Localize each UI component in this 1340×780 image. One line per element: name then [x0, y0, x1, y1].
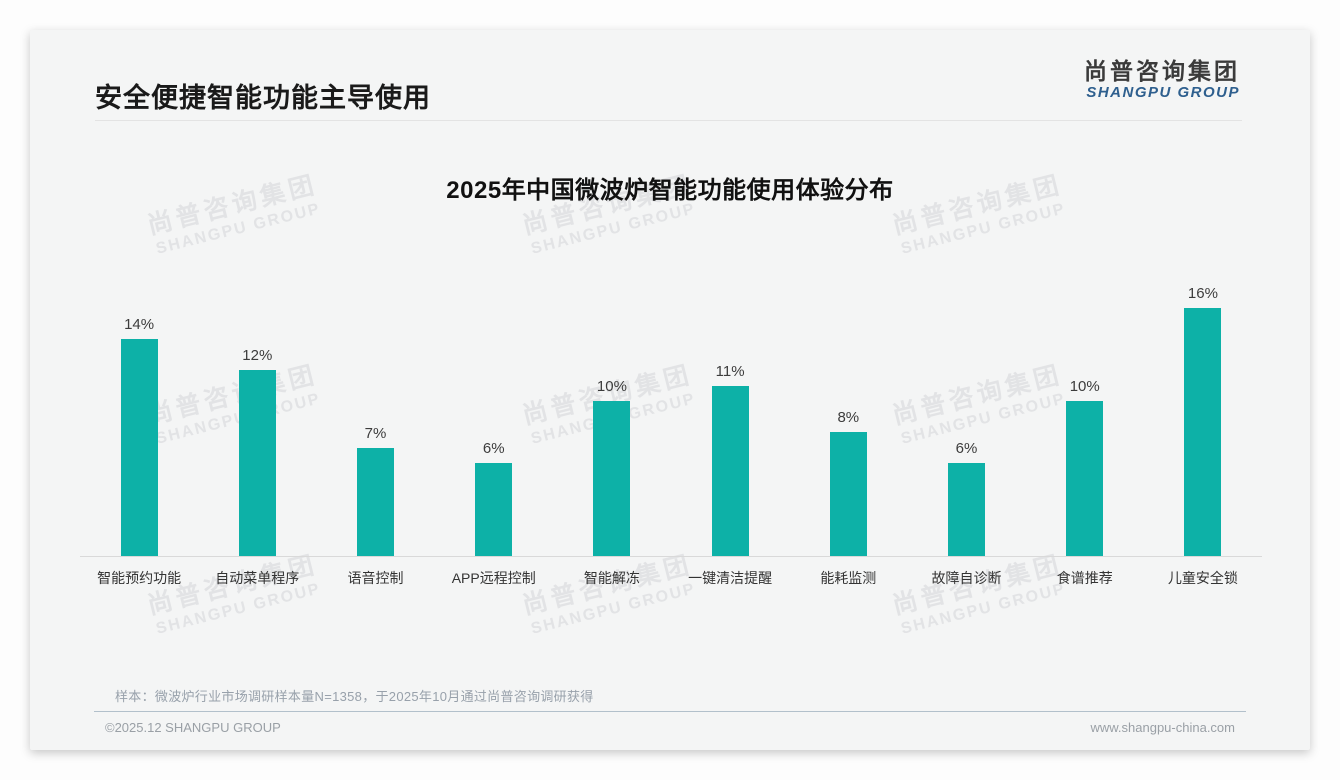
bar-value-label: 8%: [837, 409, 860, 426]
bar-category-label: APP远程控制: [451, 570, 536, 586]
page-title: 安全便捷智能功能主导使用: [95, 83, 431, 113]
copyright-text: ©2025.12 SHANGPU GROUP: [105, 720, 281, 735]
bar-value-label: 6%: [955, 440, 978, 457]
bar-column: 12%: [198, 246, 316, 556]
bar-category-label: 能耗监测: [820, 570, 877, 586]
x-axis-labels: 智能预约功能 自动菜单程序 语音控制 APP远程控制 智能解冻 一键清洁提醒 能耗监测 故障自…: [80, 568, 1262, 588]
bar-column: 10%: [1026, 246, 1144, 556]
bar-value-label: 12%: [242, 347, 273, 364]
bar-column: 6%: [907, 246, 1025, 556]
bar: [357, 447, 394, 556]
bar-value-label: 10%: [596, 378, 627, 395]
bar-column: 8%: [789, 246, 907, 556]
bar-column: 11%: [671, 246, 789, 556]
bar-column: 14%: [80, 246, 198, 556]
website-url: www.shangpu-china.com: [1090, 720, 1235, 735]
bar-column: 6%: [435, 246, 553, 556]
bar-value-label: 16%: [1187, 285, 1218, 302]
company-logo: 尚普咨询集团 SHANGPU GROUP: [1084, 58, 1240, 102]
bar: [1184, 308, 1222, 556]
bar: [948, 463, 986, 556]
logo-cn-text: 尚普咨询集团: [1084, 58, 1240, 84]
bar-column: 16%: [1144, 246, 1262, 556]
slide-card: 尚普咨询集团 SHANGPU GROUP 尚普咨询集团 SHANGPU GROUP 尚普…: [30, 30, 1310, 750]
bar-category-label: 智能预约功能: [97, 570, 182, 586]
logo-en-text: SHANGPU GROUP: [1086, 84, 1240, 102]
bar-category-label: 智能解冻: [583, 570, 640, 586]
bar-column: 7%: [316, 246, 434, 556]
bar: [120, 339, 158, 556]
bar-column: 10%: [553, 246, 671, 556]
bar-category-label: 儿童安全锁: [1167, 570, 1238, 586]
bar-value-label: 11%: [715, 362, 745, 380]
bar: [238, 370, 276, 556]
chart-title: 2025年中国微波炉智能功能使用体验分布: [446, 177, 894, 204]
bar-value-label: 7%: [364, 424, 387, 442]
bar: [829, 432, 867, 556]
bar: [593, 401, 631, 556]
bar-category-label: 自动菜单程序: [215, 570, 300, 586]
bar: [1066, 401, 1104, 556]
bar-category-label: 食谱推荐: [1056, 570, 1113, 586]
bar: [711, 385, 749, 556]
bar-value-label: 14%: [124, 316, 155, 333]
bar: [475, 463, 513, 556]
bar-category-label: 语音控制: [347, 570, 404, 586]
footer: ©2025.12 SHANGPU GROUP www.shangpu-china…: [105, 720, 1235, 735]
x-axis-line: [80, 556, 1262, 557]
sample-note: 样本：微波炉行业市场调研样本量N=1358，于2025年10月通过尚普咨询调研获…: [115, 689, 594, 704]
bar-value-label: 10%: [1069, 378, 1100, 395]
bar-category-label: 故障自诊断: [931, 570, 1002, 586]
footer-divider: [94, 711, 1246, 712]
bar-value-label: 6%: [482, 440, 505, 457]
title-divider: [95, 120, 1242, 121]
bar-chart-plot: 14% 12% 7% 6% 10% 11% 8% 6% 10% 16%: [80, 246, 1262, 556]
bar-category-label: 一键清洁提醒: [688, 570, 773, 586]
